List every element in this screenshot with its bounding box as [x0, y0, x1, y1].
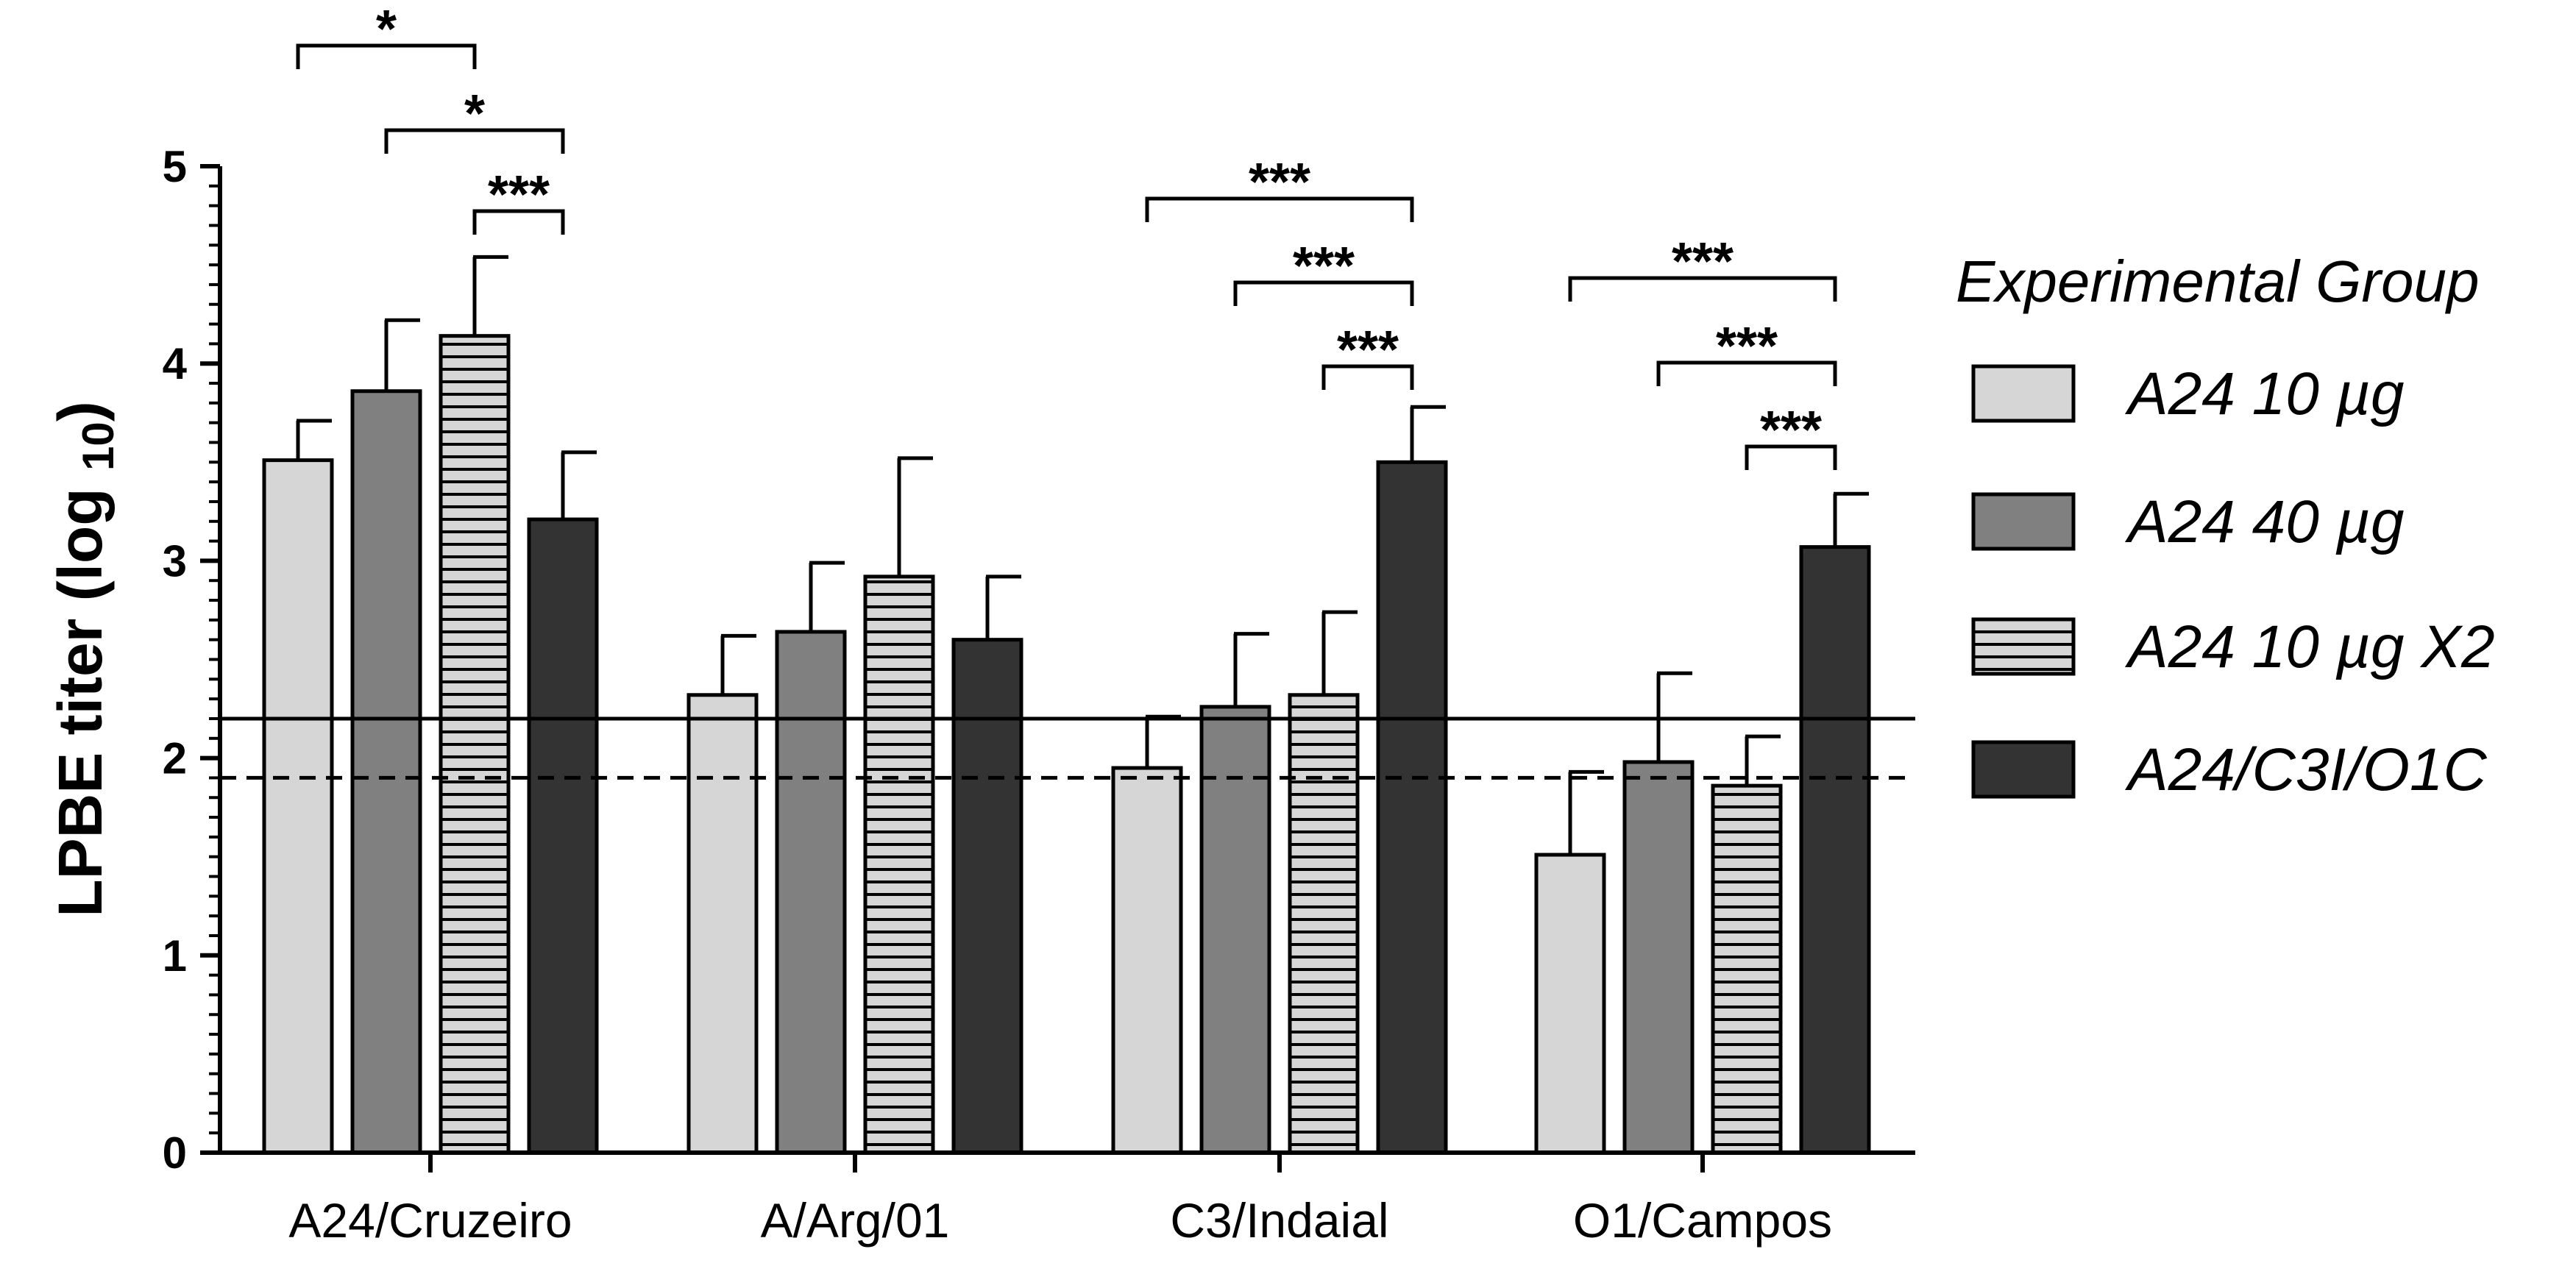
bar	[350, 389, 422, 1155]
bar	[1534, 853, 1606, 1155]
x-tick-label: A24/Cruzeiro	[288, 1193, 572, 1248]
significance-label: ***	[1337, 321, 1399, 380]
significance-brackets: ***** ******************	[296, 0, 1837, 470]
y-tick-label: 1	[163, 931, 187, 981]
y-axis-label: LPBE titer (log 10)	[46, 401, 123, 917]
significance-label: *	[464, 85, 485, 143]
bar	[439, 334, 511, 1155]
bar	[262, 458, 334, 1155]
bar	[775, 630, 847, 1155]
significance-label: ***	[1716, 317, 1778, 376]
significance-label: *	[376, 0, 397, 59]
bar	[951, 638, 1023, 1155]
x-tick-label: O1/Campos	[1573, 1193, 1832, 1248]
y-tick-label: 4	[163, 339, 188, 388]
y-axis-label-close: )	[46, 401, 115, 421]
significance-bracket	[1321, 364, 1414, 390]
significance-bracket	[1568, 276, 1837, 302]
legend: Experimental Group A24 10 µg A24 40 µg A24…	[1956, 249, 2495, 803]
plot-area	[262, 255, 1871, 1155]
y-tick-label: 0	[163, 1128, 187, 1178]
significance-bracket	[1656, 360, 1837, 386]
x-ticks: A24/Cruzeiro A/Arg/01 C3/Indaial O1/Campos	[288, 1153, 1832, 1248]
bar	[1199, 705, 1271, 1155]
y-tick-label: 3	[163, 536, 187, 586]
y-ticks: 0 1 2 3 4 5	[163, 142, 220, 1178]
y-axis-label-subscript: 10	[74, 421, 123, 471]
significance-label: ***	[1249, 153, 1310, 212]
significance-bracket	[472, 209, 565, 235]
significance-label: ***	[1760, 401, 1822, 460]
legend-swatch	[1971, 740, 2076, 799]
significance-bracket	[1145, 196, 1414, 222]
y-tick-label: 5	[163, 142, 187, 191]
bar	[527, 517, 599, 1155]
x-tick-label: A/Arg/01	[761, 1193, 950, 1248]
significance-bracket	[296, 43, 477, 69]
legend-label: A24 40 µg	[2124, 488, 2405, 555]
reference-lines	[220, 716, 1915, 780]
legend-label: A24/C3I/O1C	[2124, 736, 2487, 803]
y-tick-label: 2	[163, 734, 187, 783]
axes: 0 1 2 3 4 5 A24/Cruzeiro A/Arg/01 C3/Indaial O1/…	[163, 142, 1915, 1248]
legend-label: A24 10 µg	[2124, 360, 2405, 427]
significance-bracket	[1233, 280, 1414, 306]
significance-bracket	[384, 128, 565, 154]
legend-title: Experimental Group	[1956, 249, 2479, 314]
legend-swatch	[1971, 492, 2076, 551]
bar	[686, 693, 759, 1155]
bar	[1376, 460, 1448, 1155]
significance-label: ***	[488, 166, 550, 224]
x-tick-label: C3/Indaial	[1170, 1193, 1388, 1248]
bar	[1288, 693, 1360, 1155]
bar	[863, 574, 935, 1155]
bar	[1622, 760, 1695, 1155]
significance-label: ***	[1672, 232, 1734, 291]
bar	[1711, 783, 1783, 1155]
significance-bracket	[1745, 444, 1837, 470]
bar	[1799, 545, 1871, 1155]
legend-swatch	[1971, 364, 2076, 423]
bar	[1111, 766, 1183, 1155]
legend-swatch	[1971, 617, 2076, 676]
legend-label: A24 10 µg X2	[2124, 613, 2495, 680]
y-axis-label-main: LPBE titer (log	[46, 471, 115, 917]
significance-label: ***	[1293, 237, 1355, 296]
